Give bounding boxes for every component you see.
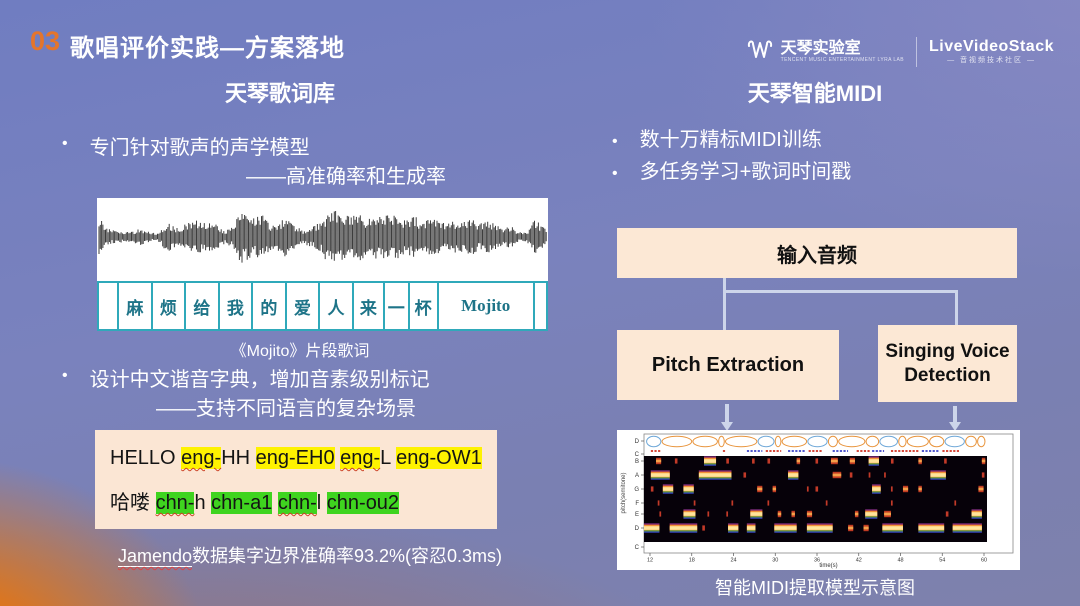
flow-arrow-right	[949, 406, 961, 431]
lyric-cell: 来	[354, 283, 385, 329]
lyric-cell: 爱	[287, 283, 321, 329]
lyric-cell: 人	[320, 283, 354, 329]
svg-text:24: 24	[730, 558, 736, 564]
bullet-acoustic-model-subline: ——高准确率和生成率	[246, 166, 446, 188]
midi-extraction-figure: pitch(semitone) D C B A G F E D C 12 18 24 30 36 42 48 54…	[617, 430, 1020, 570]
lyra-lab-name: 天琴实验室	[780, 39, 861, 57]
jamendo-accuracy-text: 数据集字边界准确率93.2%(容忍0.3ms)	[192, 546, 503, 566]
lyric-cell	[535, 283, 546, 329]
livevideostack-subtitle: — 音视频技术社区 —	[947, 56, 1036, 64]
svg-text:time(s): time(s)	[819, 563, 837, 569]
phoneme-token: eng-	[181, 447, 222, 469]
right-bullet-item: 数十万精标MIDI训练	[612, 126, 851, 158]
bullet-homophone-dict-text: 设计中文谐音字典，增加音素级别标记	[89, 369, 430, 391]
bullet-homophone-dict: 设计中文谐音字典，增加音素级别标记	[62, 363, 430, 392]
phoneme-token: chn-ou2	[326, 492, 400, 514]
svg-text:18: 18	[689, 558, 695, 564]
phoneme-token: h	[194, 492, 212, 514]
livevideostack-name: LiveVideoStack	[929, 38, 1054, 56]
lyric-cell: 我	[220, 283, 254, 329]
phoneme-token: L	[380, 447, 397, 469]
lyra-lab-logo: 天琴实验室 TENCENT MUSIC ENTERTAINMENT LYRA L…	[745, 36, 904, 67]
jamendo-label: Jamendo	[117, 546, 192, 567]
flow-connector-horizontal	[723, 290, 958, 293]
midi-figure-caption: 智能MIDI提取模型示意图	[715, 578, 915, 598]
lyra-w-icon	[745, 36, 775, 67]
phoneme-example-box: HELLO eng-HH eng-EH0 eng-L eng-OW1 哈喽 ch…	[95, 430, 497, 529]
svg-text:D: D	[635, 526, 640, 532]
phoneme-token: chn-	[155, 492, 195, 514]
flow-pitch-extraction-box: Pitch Extraction	[617, 330, 839, 400]
flow-singing-voice-detection-box: Singing Voice Detection	[878, 325, 1017, 402]
section-number: 03	[30, 26, 61, 56]
flow-connector-vertical-left	[723, 278, 726, 330]
lyric-alignment-row: 麻烦给我的爱人来一杯 Mojito	[97, 281, 548, 331]
slide-title: 歌唱评价实践—方案落地	[70, 35, 345, 62]
right-bullet-item: 多任务学习+歌词时间戳	[612, 158, 852, 190]
svg-text:C: C	[635, 452, 640, 458]
header-logos: 天琴实验室 TENCENT MUSIC ENTERTAINMENT LYRA L…	[745, 36, 1054, 67]
mojito-alignment-figure: 麻烦给我的爱人来一杯 Mojito	[97, 198, 548, 331]
lyra-lab-subtitle: TENCENT MUSIC ENTERTAINMENT LYRA LAB	[780, 56, 905, 63]
flow-connector-vertical-right	[955, 290, 958, 325]
svg-text:48: 48	[897, 558, 903, 564]
phoneme-token: chn-a1	[211, 492, 273, 514]
livevideostack-logo: LiveVideoStack — 音视频技术社区 —	[929, 38, 1054, 64]
svg-text:E: E	[635, 512, 639, 518]
phoneme-token: chn-	[277, 492, 317, 514]
flow-arrow-left	[721, 404, 733, 431]
left-column-heading: 天琴歌词库	[224, 81, 335, 106]
phoneme-line-english: HELLO eng-HH eng-EH0 eng-L eng-OW1	[110, 447, 482, 470]
lyric-cell	[99, 283, 120, 329]
svg-text:12: 12	[647, 558, 653, 564]
bullet-acoustic-model-text: 专门针对歌声的声学模型	[89, 137, 310, 159]
svg-text:A: A	[635, 473, 639, 479]
svg-text:36: 36	[814, 558, 820, 564]
waveform-image	[98, 211, 547, 263]
phoneme-token: eng-	[340, 447, 381, 469]
svg-text:60: 60	[981, 558, 987, 564]
jamendo-accuracy-line: Jamendo数据集字边界准确率93.2%(容忍0.3ms)	[60, 542, 560, 568]
phoneme-token: HELLO	[110, 447, 182, 469]
phoneme-token: 哈喽	[110, 492, 156, 514]
right-bullet-text: 数十万精标MIDI训练	[639, 129, 822, 151]
svg-text:B: B	[635, 459, 639, 465]
lyric-cell: 杯	[410, 283, 439, 329]
svg-text:42: 42	[856, 558, 862, 564]
svg-text:D: D	[635, 439, 640, 445]
lyric-cell: 的	[253, 283, 287, 329]
bullet-homophone-dict-subline: ——支持不同语言的复杂场景	[156, 398, 416, 420]
bullet-acoustic-model: 专门针对歌声的声学模型	[62, 131, 310, 160]
right-bullet-list: 数十万精标MIDI训练多任务学习+歌词时间戳	[612, 126, 852, 190]
svg-text:30: 30	[772, 558, 778, 564]
lyric-cell: 一	[385, 283, 410, 329]
right-column-heading: 天琴智能MIDI	[747, 81, 883, 106]
lyric-cell: 烦	[153, 283, 187, 329]
svg-text:G: G	[634, 487, 639, 493]
phoneme-token: eng-OW1	[396, 447, 482, 469]
mojito-figure-caption: 《Mojito》片段歌词	[230, 343, 370, 360]
svg-text:F: F	[635, 501, 639, 507]
phoneme-token: HH	[221, 447, 256, 469]
right-bullet-text: 多任务学习+歌词时间戳	[639, 161, 852, 183]
svg-text:54: 54	[939, 558, 945, 564]
svg-text:C: C	[635, 545, 640, 551]
phoneme-line-chinese: 哈喽 chn-h chn-a1 chn-l chn-ou2	[110, 486, 482, 515]
svg-text:pitch(semitone): pitch(semitone)	[621, 472, 627, 513]
lyric-cell: 给	[186, 283, 220, 329]
logo-divider	[916, 36, 918, 67]
flow-input-audio-box: 输入音频	[617, 228, 1017, 278]
phoneme-token: l	[316, 492, 327, 514]
phoneme-token: eng-EH0	[255, 447, 335, 469]
lyric-cell: 麻	[119, 283, 153, 329]
lyric-cell: Mojito	[439, 283, 535, 329]
